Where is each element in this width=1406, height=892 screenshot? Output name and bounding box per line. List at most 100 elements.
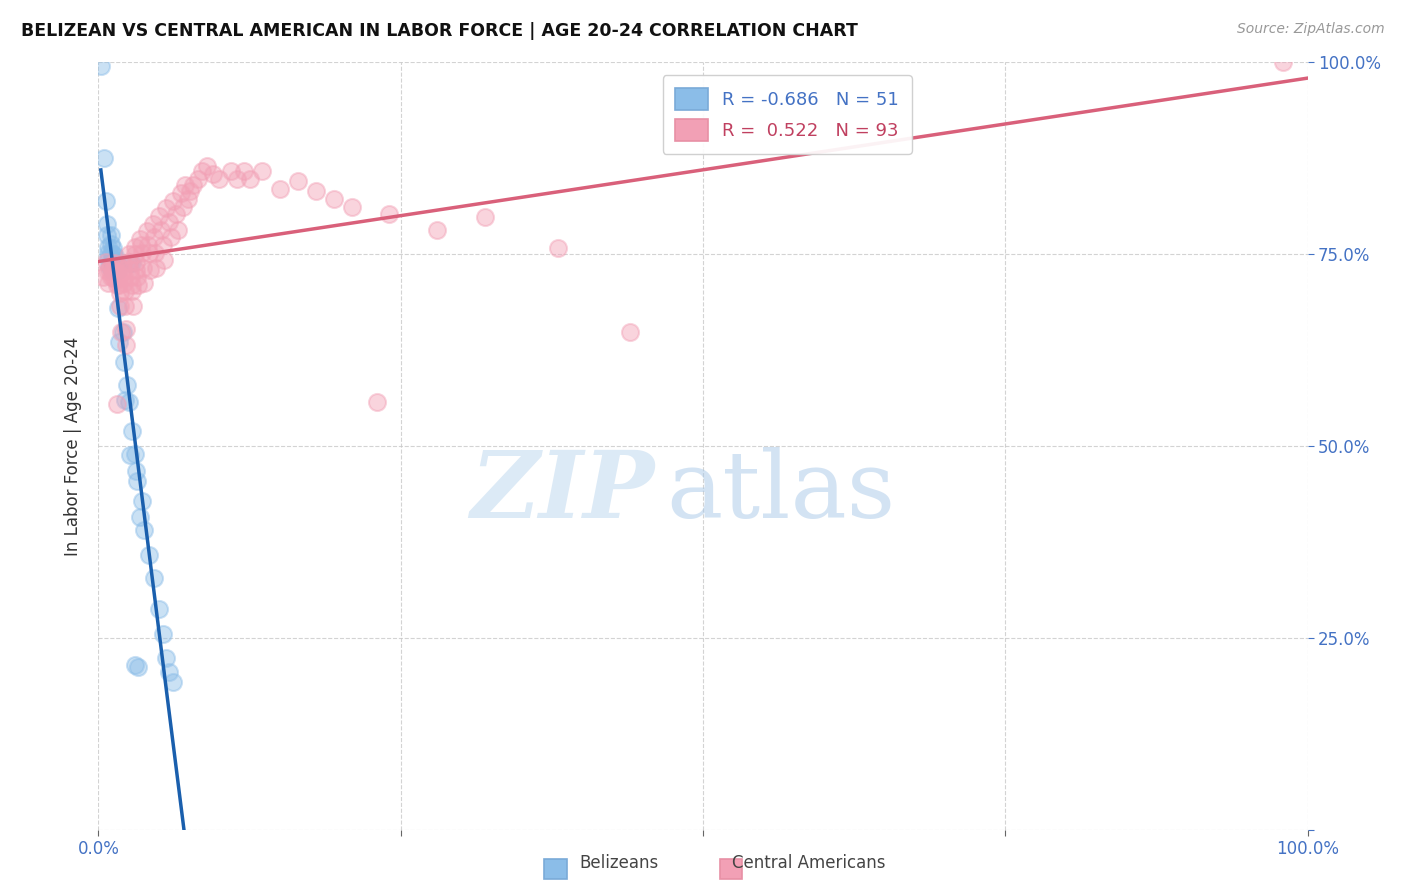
Point bbox=[118, 262, 141, 277]
Point bbox=[142, 217, 165, 231]
Point bbox=[100, 259, 122, 273]
Point bbox=[105, 256, 128, 270]
Point bbox=[152, 627, 174, 641]
Point bbox=[111, 262, 134, 277]
Point bbox=[97, 239, 120, 253]
Point bbox=[100, 270, 122, 285]
Point bbox=[110, 326, 132, 340]
Point bbox=[181, 178, 204, 193]
Point bbox=[108, 277, 131, 292]
Point bbox=[115, 322, 138, 336]
Point bbox=[104, 272, 127, 286]
Point bbox=[121, 277, 143, 292]
Point bbox=[101, 247, 124, 261]
Point bbox=[134, 524, 156, 538]
Point bbox=[118, 247, 141, 261]
Point bbox=[90, 59, 112, 73]
Point bbox=[100, 227, 122, 242]
Point bbox=[426, 222, 449, 236]
Point bbox=[127, 270, 149, 285]
Point bbox=[129, 238, 152, 252]
Point bbox=[148, 209, 170, 223]
Point bbox=[124, 657, 146, 672]
Text: BELIZEAN VS CENTRAL AMERICAN IN LABOR FORCE | AGE 20-24 CORRELATION CHART: BELIZEAN VS CENTRAL AMERICAN IN LABOR FO… bbox=[21, 22, 858, 40]
Point bbox=[115, 337, 138, 351]
Point bbox=[100, 264, 122, 278]
Point bbox=[287, 174, 309, 188]
Point bbox=[96, 227, 118, 242]
Point bbox=[143, 245, 166, 260]
Point bbox=[120, 270, 142, 285]
Point bbox=[342, 200, 364, 214]
Point bbox=[112, 270, 135, 285]
Point bbox=[179, 184, 201, 198]
Point bbox=[127, 474, 149, 488]
Point bbox=[103, 257, 125, 271]
Point bbox=[139, 262, 162, 277]
Point bbox=[138, 548, 160, 562]
Point bbox=[134, 277, 156, 291]
Point bbox=[122, 299, 145, 313]
Point bbox=[128, 509, 150, 524]
Point bbox=[127, 660, 149, 674]
Point bbox=[232, 164, 254, 178]
Point bbox=[108, 335, 131, 350]
Point bbox=[107, 259, 129, 273]
Point bbox=[157, 665, 180, 680]
Point bbox=[101, 270, 124, 285]
Point bbox=[127, 277, 149, 292]
Point bbox=[103, 264, 125, 278]
Point bbox=[118, 256, 141, 270]
Point bbox=[619, 326, 641, 340]
Point bbox=[174, 178, 197, 193]
Point bbox=[112, 277, 135, 291]
Point bbox=[101, 241, 124, 255]
Point bbox=[118, 448, 141, 462]
Point bbox=[114, 284, 136, 298]
FancyBboxPatch shape bbox=[720, 859, 742, 879]
FancyBboxPatch shape bbox=[544, 859, 567, 879]
Point bbox=[100, 262, 122, 277]
Point bbox=[101, 253, 124, 268]
Point bbox=[100, 256, 122, 270]
Point bbox=[157, 215, 180, 229]
Point bbox=[97, 277, 120, 291]
Point bbox=[226, 172, 249, 186]
Point bbox=[172, 200, 194, 214]
Text: Belizeans: Belizeans bbox=[579, 855, 658, 872]
Point bbox=[100, 237, 122, 252]
Point bbox=[155, 201, 177, 215]
Point bbox=[94, 194, 117, 208]
Point bbox=[105, 397, 128, 411]
Point bbox=[191, 164, 214, 178]
Point bbox=[169, 186, 191, 200]
Point bbox=[98, 262, 121, 277]
Point bbox=[143, 230, 166, 244]
Point bbox=[305, 184, 328, 198]
Point bbox=[124, 247, 146, 261]
Point bbox=[107, 301, 129, 315]
Point bbox=[97, 245, 120, 260]
Point bbox=[221, 164, 243, 178]
Point bbox=[104, 253, 127, 268]
Point bbox=[111, 326, 134, 340]
Point bbox=[165, 207, 187, 221]
Point bbox=[104, 249, 127, 263]
Point bbox=[202, 167, 225, 181]
Point bbox=[547, 241, 569, 255]
Point bbox=[366, 394, 388, 409]
Text: atlas: atlas bbox=[666, 447, 896, 537]
Point bbox=[114, 392, 136, 407]
Point bbox=[98, 259, 121, 273]
Point bbox=[124, 447, 146, 461]
Point bbox=[145, 260, 167, 275]
Point bbox=[108, 285, 131, 300]
Point bbox=[135, 224, 157, 238]
Point bbox=[269, 182, 291, 196]
Point bbox=[474, 211, 496, 225]
Point bbox=[125, 464, 148, 478]
Point bbox=[128, 232, 150, 246]
Point bbox=[93, 151, 115, 165]
Point bbox=[148, 601, 170, 615]
Point bbox=[162, 675, 184, 690]
